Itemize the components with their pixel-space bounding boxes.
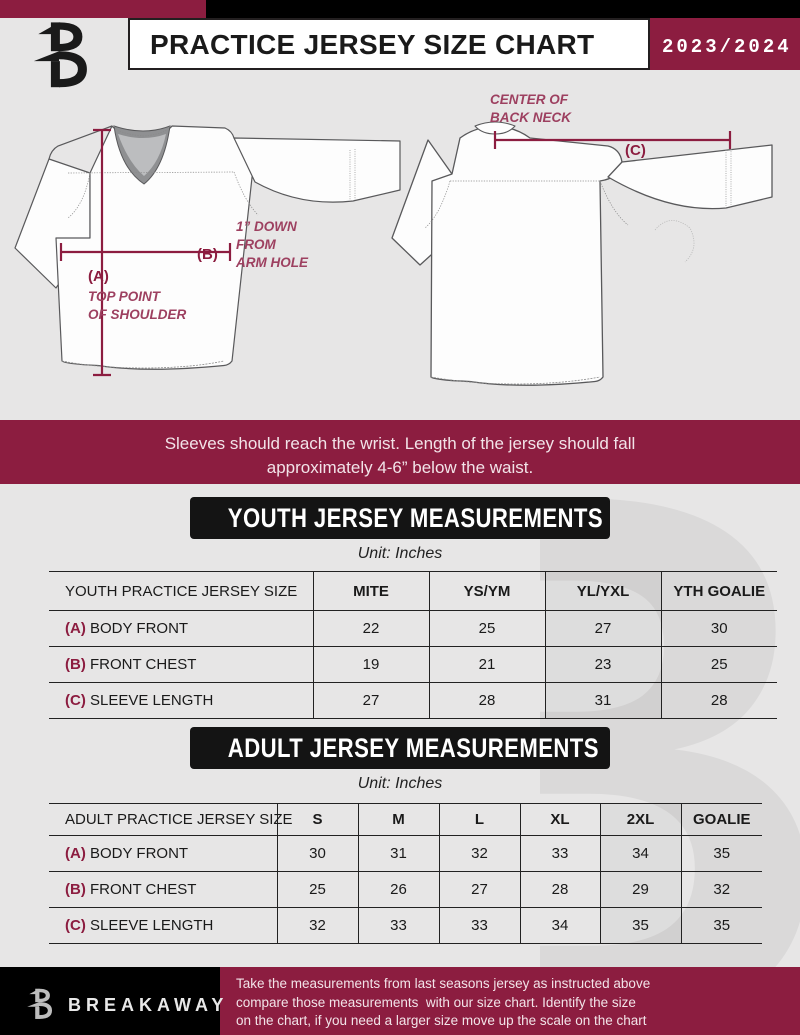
svg-text:FROM: FROM bbox=[236, 237, 276, 252]
svg-text:TOP POINT: TOP POINT bbox=[88, 289, 162, 304]
svg-text:(B): (B) bbox=[197, 246, 218, 263]
svg-text:BACK NECK: BACK NECK bbox=[490, 110, 572, 125]
svg-text:ARM HOLE: ARM HOLE bbox=[235, 255, 309, 270]
svg-text:1” DOWN: 1” DOWN bbox=[236, 219, 297, 234]
svg-text:OF SHOULDER: OF SHOULDER bbox=[88, 307, 187, 322]
svg-text:CENTER OF: CENTER OF bbox=[490, 92, 569, 107]
svg-text:(C): (C) bbox=[625, 142, 646, 159]
svg-text:(A): (A) bbox=[88, 268, 109, 285]
